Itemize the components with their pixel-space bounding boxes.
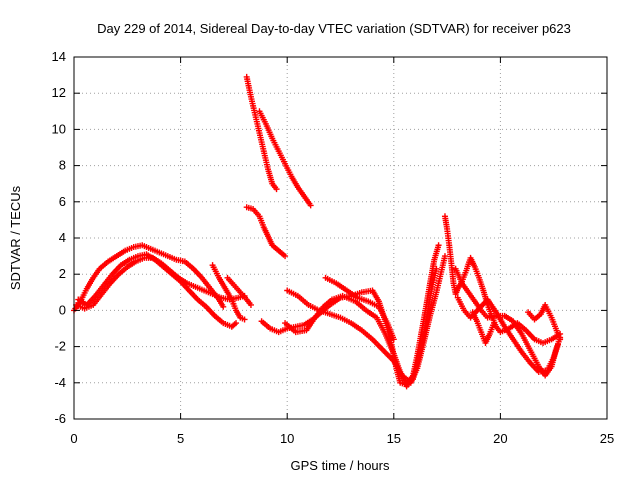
data-points [71, 73, 564, 390]
y-tick-label: 2 [59, 266, 66, 281]
data-point-marker [441, 253, 448, 260]
chart-title: Day 229 of 2014, Sidereal Day-to-day VTE… [97, 21, 571, 36]
data-point-marker [233, 320, 240, 327]
y-tick-label: 14 [52, 49, 66, 64]
axis-ticks: 0 5 10 15 20 25 -6 -4 -2 0 2 4 6 8 10 12 14 [52, 49, 615, 446]
y-tick-label: 6 [59, 194, 66, 209]
x-tick-label: 10 [280, 431, 294, 446]
y-tick-label: -2 [54, 339, 66, 354]
y-axis-label: SDTVAR / TECUs [8, 185, 23, 290]
y-tick-label: 8 [59, 158, 66, 173]
data-point-marker [220, 303, 227, 310]
y-tick-label: 10 [52, 121, 66, 136]
y-tick-label: 12 [52, 85, 66, 100]
data-point-marker [282, 253, 289, 260]
y-tick-label: -4 [54, 375, 66, 390]
x-tick-label: 0 [70, 431, 77, 446]
data-point-marker [273, 186, 280, 193]
data-point-marker [241, 316, 248, 323]
data-point-marker [307, 202, 314, 209]
data-point-marker [557, 336, 564, 343]
x-tick-label: 20 [493, 431, 507, 446]
x-tick-label: 15 [387, 431, 401, 446]
data-point-marker [390, 336, 397, 343]
plot-frame [73, 56, 608, 420]
x-axis-label: GPS time / hours [291, 458, 390, 473]
data-point-marker [491, 320, 498, 327]
x-tick-label: 25 [600, 431, 614, 446]
grid-lines [74, 57, 607, 419]
data-point-marker [435, 242, 442, 249]
y-tick-label: 0 [59, 302, 66, 317]
data-point-marker [554, 341, 561, 348]
data-point-marker [247, 301, 254, 308]
x-tick-label: 5 [177, 431, 184, 446]
y-tick-label: -6 [54, 411, 66, 426]
data-point-marker [433, 265, 440, 272]
y-tick-label: 4 [59, 230, 66, 245]
